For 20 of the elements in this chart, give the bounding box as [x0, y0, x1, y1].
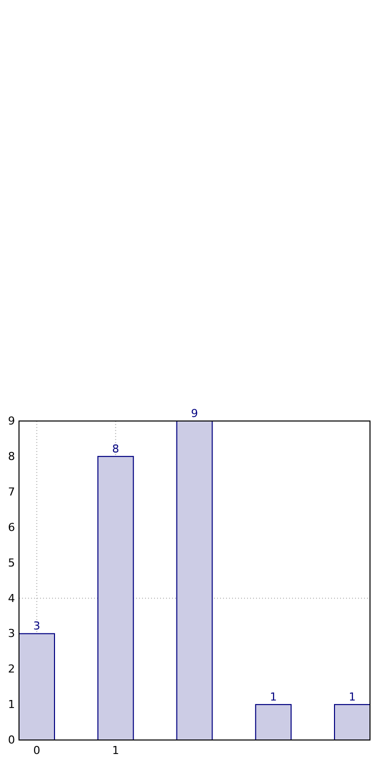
data-label: 9	[191, 407, 198, 420]
data-label: 8	[112, 442, 120, 456]
bar	[18, 633, 55, 740]
y-tick-label: 6	[8, 520, 15, 534]
bar	[334, 704, 370, 740]
y-tick-label: 4	[8, 592, 15, 605]
y-tick-label: 1	[8, 698, 15, 712]
y-tick-label: 5	[8, 556, 15, 570]
y-tick-label: 8	[8, 450, 15, 463]
y-tick-label: 9	[8, 414, 15, 428]
data-label: 1	[348, 690, 356, 704]
bar	[255, 704, 292, 740]
bar	[97, 456, 134, 740]
y-tick-label: 7	[8, 485, 15, 498]
y-tick-label: 0	[8, 734, 15, 747]
data-label: 1	[270, 690, 277, 704]
y-tick-label: 3	[8, 627, 15, 640]
y-tick-label: 2	[8, 662, 15, 676]
data-label: 3	[33, 620, 40, 633]
bar	[176, 420, 213, 740]
